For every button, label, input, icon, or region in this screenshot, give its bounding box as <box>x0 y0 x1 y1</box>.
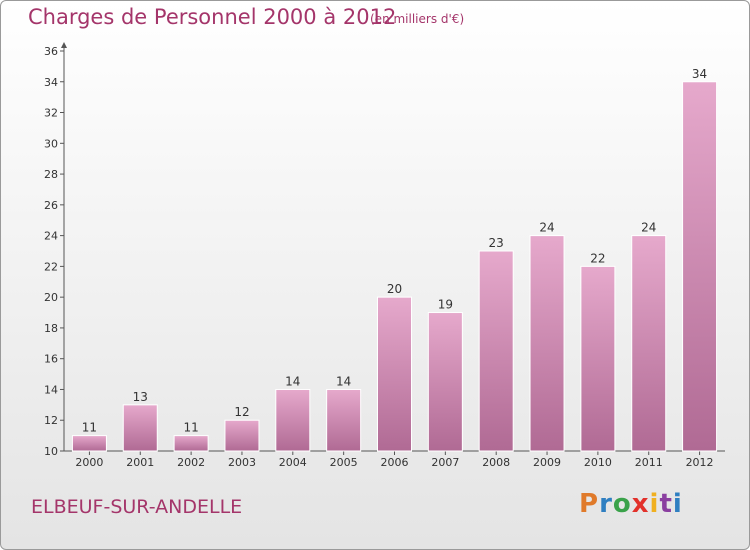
x-tick-label: 2011 <box>635 456 663 469</box>
commune-name: ELBEUF-SUR-ANDELLE <box>31 496 243 518</box>
bar-value-label: 23 <box>489 236 504 250</box>
bar <box>377 296 412 452</box>
y-tick-label: 30 <box>44 137 58 150</box>
y-tick-label: 12 <box>44 414 58 427</box>
y-tick-label: 20 <box>44 291 58 304</box>
bar-value-label: 20 <box>387 282 402 296</box>
proxiti-logo[interactable]: Proxiti <box>579 489 683 519</box>
bar-value-label: 24 <box>539 221 554 235</box>
bar <box>173 435 209 452</box>
labels: 11 13 11 12 14 14 20 19 23 24 22 24 34 <box>82 67 707 435</box>
logo-letter: t <box>659 489 673 519</box>
bar <box>122 404 158 452</box>
y-tick-label: 18 <box>44 322 58 335</box>
bar <box>580 265 616 452</box>
logo-letter: x <box>631 489 650 519</box>
chart-title: Charges de Personnel 2000 à 2012 <box>28 5 397 29</box>
bar-value-label: 11 <box>82 421 97 435</box>
bar-value-label: 24 <box>641 221 656 235</box>
y-tick-label: 34 <box>44 76 58 89</box>
bars <box>71 81 718 452</box>
x-tick-label: 2012 <box>686 456 714 469</box>
bar <box>631 235 667 452</box>
bar-value-label: 34 <box>692 67 707 81</box>
logo-letter: i <box>649 489 660 519</box>
axes: 10 12 14 16 18 20 22 24 26 28 30 32 34 36 2000 2001 2002… <box>44 42 725 469</box>
y-axis-arrow <box>61 42 67 48</box>
bar <box>224 419 260 452</box>
chart-subtitle: (en milliers d'€) <box>370 12 465 26</box>
logo-letter: P <box>579 489 600 519</box>
bar <box>326 388 362 452</box>
x-tick-label: 2005 <box>330 456 358 469</box>
logo-letter: i <box>672 489 683 519</box>
x-tick-label: 2004 <box>279 456 307 469</box>
x-tick-label: 2001 <box>126 456 154 469</box>
x-tick-label: 2002 <box>177 456 205 469</box>
bar-value-label: 14 <box>336 374 351 388</box>
bar-value-label: 13 <box>133 390 148 404</box>
logo-letter: r <box>599 489 613 519</box>
x-tick-label: 2008 <box>482 456 510 469</box>
y-tick-label: 16 <box>44 353 58 366</box>
bar <box>427 312 463 452</box>
y-tick-label: 36 <box>44 45 58 58</box>
x-tick-label: 2006 <box>381 456 409 469</box>
logo-letter: o <box>612 489 632 519</box>
bar <box>529 235 565 452</box>
y-tick-label: 14 <box>44 383 58 396</box>
y-tick-label: 22 <box>44 260 58 273</box>
y-tick-label: 32 <box>44 107 58 120</box>
x-tick-label: 2009 <box>533 456 561 469</box>
bar <box>682 81 718 452</box>
x-tick-label: 2007 <box>431 456 459 469</box>
x-tick-label: 2003 <box>228 456 256 469</box>
bar-value-label: 19 <box>438 298 453 312</box>
y-tick-label: 26 <box>44 199 58 212</box>
bar <box>275 388 311 452</box>
y-tick-label: 10 <box>44 445 58 458</box>
bar-value-label: 14 <box>285 374 300 388</box>
x-tick-label: 2000 <box>75 456 103 469</box>
y-tick-label: 28 <box>44 168 58 181</box>
bar <box>478 250 514 452</box>
bar-value-label: 11 <box>183 421 198 435</box>
bar-value-label: 12 <box>234 405 249 419</box>
y-tick-label: 24 <box>44 230 58 243</box>
bar <box>71 435 107 452</box>
bar-value-label: 22 <box>590 251 605 265</box>
x-tick-label: 2010 <box>584 456 612 469</box>
